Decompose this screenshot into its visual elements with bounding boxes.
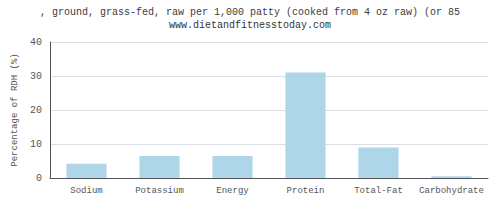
- svg-text:Carbohydrate: Carbohydrate: [419, 186, 484, 196]
- svg-text:10: 10: [30, 139, 42, 150]
- svg-text:30: 30: [30, 71, 42, 82]
- svg-text:Energy: Energy: [216, 186, 249, 196]
- svg-text:Potassium: Potassium: [135, 186, 184, 196]
- svg-text:20: 20: [30, 105, 42, 116]
- svg-text:Total-Fat: Total-Fat: [354, 186, 403, 196]
- svg-text:Percentage of RDH (%): Percentage of RDH (%): [10, 53, 20, 166]
- svg-text:, ground, grass-fed, raw per 1: , ground, grass-fed, raw per 1,000 patty…: [40, 7, 460, 18]
- svg-text:www.dietandfitnesstoday.com: www.dietandfitnesstoday.com: [169, 20, 331, 31]
- svg-text:Protein: Protein: [287, 186, 325, 196]
- svg-text:40: 40: [30, 37, 42, 48]
- svg-text:Sodium: Sodium: [70, 186, 102, 196]
- svg-text:0: 0: [36, 173, 42, 184]
